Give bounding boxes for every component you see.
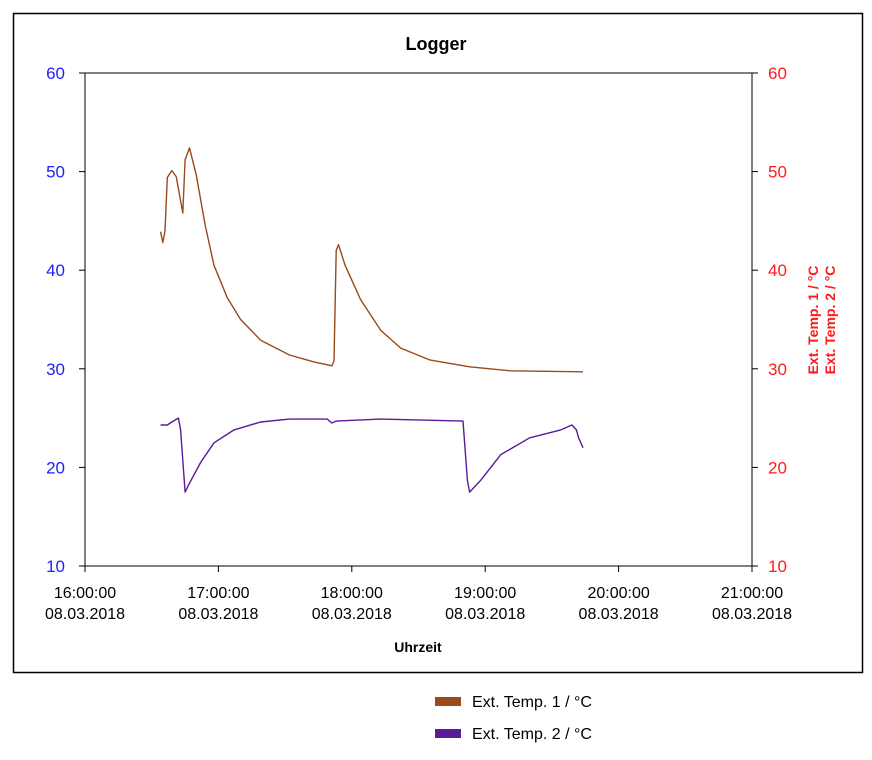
y-tick-label-right: 40	[768, 261, 787, 280]
x-axis-label: Uhrzeit	[394, 639, 442, 655]
x-tick-label-date: 08.03.2018	[178, 606, 258, 623]
x-tick-label-time: 19:00:00	[454, 585, 516, 602]
x-tick-label-time: 21:00:00	[721, 585, 783, 602]
y-tick-label-right: 30	[768, 360, 787, 379]
y-tick-label-left: 50	[46, 163, 65, 182]
right-axis-label-1: Ext. Temp. 1 / °C	[805, 266, 821, 375]
legend-swatch-1	[435, 697, 461, 706]
x-tick-label-time: 18:00:00	[321, 585, 383, 602]
chart-title: Logger	[406, 34, 467, 54]
x-tick-label-time: 17:00:00	[187, 585, 249, 602]
right-axis-label-2: Ext. Temp. 2 / °C	[822, 266, 838, 375]
series-line-1	[159, 147, 584, 373]
legend-label-1: Ext. Temp. 1 / °C	[472, 694, 592, 711]
x-tick-label-date: 08.03.2018	[712, 606, 792, 623]
x-tick-label-time: 16:00:00	[54, 585, 116, 602]
x-tick-label-date: 08.03.2018	[445, 606, 525, 623]
x-tick-label-date: 08.03.2018	[45, 606, 125, 623]
x-tick-label-date: 08.03.2018	[312, 606, 392, 623]
y-tick-label-left: 20	[46, 458, 65, 477]
legend: Ext. Temp. 1 / °C Ext. Temp. 2 / °C	[435, 694, 592, 743]
y-tick-label-left: 60	[46, 64, 65, 83]
y-tick-label-left: 30	[46, 360, 65, 379]
x-tick-label-date: 08.03.2018	[579, 606, 659, 623]
x-tick-label-time: 20:00:00	[587, 585, 649, 602]
y-tick-label-left: 10	[46, 557, 65, 576]
chart-frame	[12, 12, 864, 674]
y-tick-label-right: 20	[768, 458, 787, 477]
y-tick-label-right: 60	[768, 64, 787, 83]
y-tick-label-right: 10	[768, 557, 787, 576]
y-tick-label-left: 40	[46, 261, 65, 280]
legend-swatch-2	[435, 729, 461, 738]
legend-label-2: Ext. Temp. 2 / °C	[472, 726, 592, 743]
y-tick-label-right: 50	[768, 163, 787, 182]
series-line-2	[160, 417, 584, 493]
